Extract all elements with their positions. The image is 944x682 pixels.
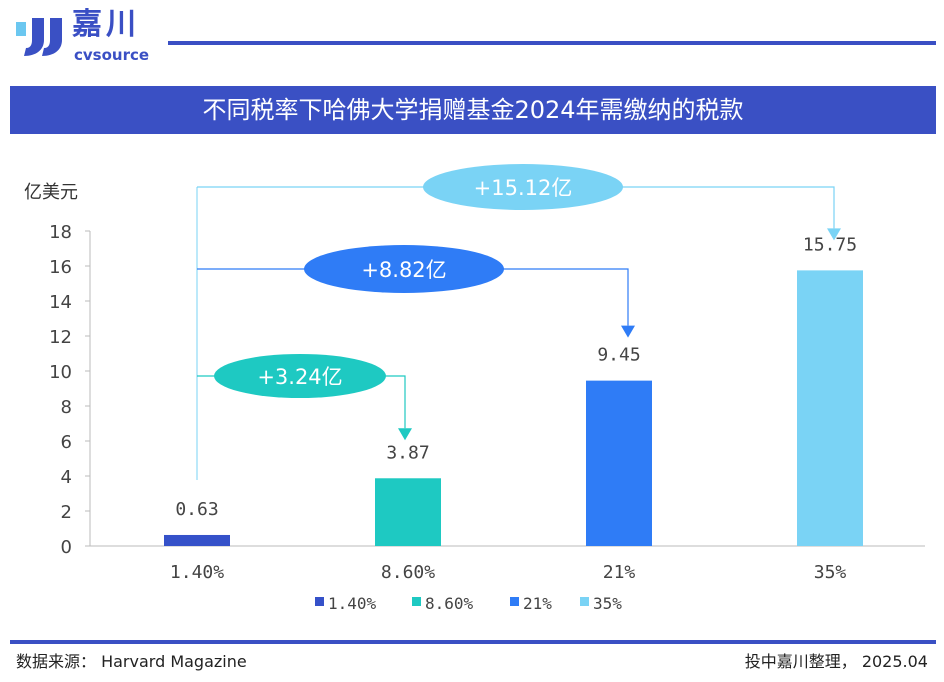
annotation-label: +8.82亿 xyxy=(361,258,446,282)
logo-icon xyxy=(16,18,62,56)
header-rule xyxy=(168,41,936,45)
x-tick-label: 21% xyxy=(603,562,636,583)
logo-subtext: cvsource xyxy=(74,46,150,64)
y-tick-label: 18 xyxy=(49,222,72,243)
arrow-head-icon xyxy=(827,228,841,241)
annotation-bubble xyxy=(214,354,386,398)
bar xyxy=(586,380,652,546)
footer-rule xyxy=(10,640,936,644)
bar-value-label: 3.87 xyxy=(386,442,429,463)
legend-label: 21% xyxy=(523,594,552,613)
y-tick-label: 14 xyxy=(49,292,72,313)
annotation-bubble xyxy=(304,245,504,293)
bar-value-label: 0.63 xyxy=(175,499,218,520)
bar xyxy=(164,534,230,546)
bar xyxy=(797,270,863,546)
y-tick-label: 16 xyxy=(49,257,72,278)
footer-note: 投中嘉川整理， 2025.04 xyxy=(744,652,928,671)
y-tick-label: 4 xyxy=(61,467,72,488)
legend-label: 35% xyxy=(593,594,622,613)
legend-swatch xyxy=(315,597,324,606)
legend-swatch xyxy=(412,597,421,606)
bar xyxy=(375,478,441,546)
annotation-label: +3.24亿 xyxy=(257,365,342,389)
chart-title: 不同税率下哈佛大学捐赠基金2024年需缴纳的税款 xyxy=(10,86,936,134)
legend-swatch xyxy=(580,597,589,606)
legend-label: 1.40% xyxy=(328,594,377,613)
y-axis-label: 亿美元 xyxy=(24,182,78,203)
annotation-bubble xyxy=(423,164,623,210)
y-tick-label: 0 xyxy=(61,537,72,558)
x-tick-label: 35% xyxy=(814,562,847,583)
x-tick-label: 1.40% xyxy=(170,562,224,583)
bar-value-label: 15.75 xyxy=(803,234,857,255)
y-tick-label: 8 xyxy=(61,397,72,418)
arrow-head-icon xyxy=(398,428,412,441)
y-tick-label: 10 xyxy=(49,362,72,383)
arrow-head-icon xyxy=(621,325,635,338)
bar-value-label: 9.45 xyxy=(597,345,640,366)
y-tick-label: 2 xyxy=(61,502,72,523)
legend-swatch xyxy=(510,597,519,606)
x-tick-label: 8.60% xyxy=(381,562,435,583)
y-tick-label: 6 xyxy=(61,432,72,453)
logo-text: 嘉川 xyxy=(72,7,140,42)
annotation-line xyxy=(197,186,835,229)
logo: 嘉川 cvsource xyxy=(12,8,152,66)
data-source: 数据来源： Harvard Magazine xyxy=(16,652,247,671)
y-tick-label: 12 xyxy=(49,327,72,348)
annotation-label: +15.12亿 xyxy=(474,176,573,200)
legend-label: 8.60% xyxy=(425,594,474,613)
